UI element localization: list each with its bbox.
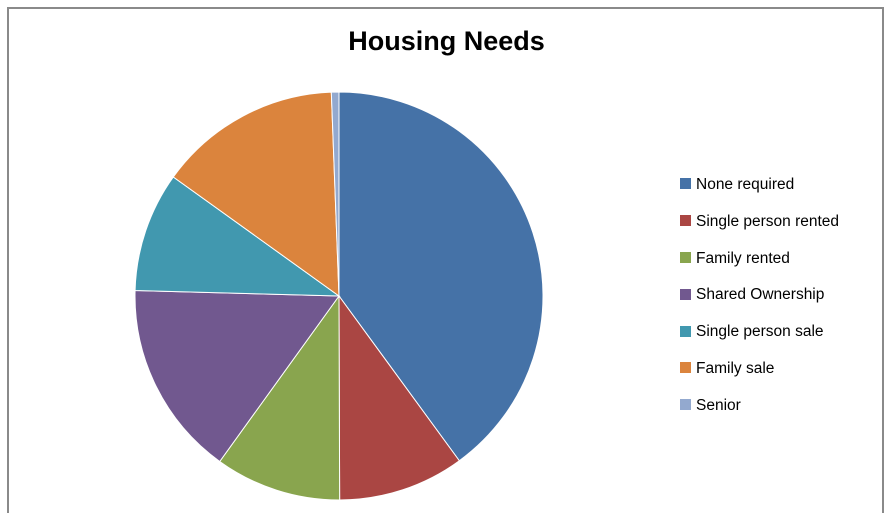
pie-slice-shared-ownership (134, 290, 340, 463)
legend-item: Family rented (680, 249, 839, 286)
legend-label: Family rented (696, 249, 790, 267)
legend-item: Single person rented (680, 212, 839, 249)
legend-item: None required (680, 175, 839, 212)
pie-slice-single-person-rented (338, 294, 461, 501)
legend-label: Family sale (696, 359, 775, 377)
pie-slice-family-sale (172, 91, 340, 298)
legend-label: None required (696, 176, 795, 193)
legend-swatch (680, 325, 691, 337)
pie-slice-none-required (338, 91, 544, 462)
pie-slice-family-rented (219, 294, 341, 501)
pie-slice-single-person-sale (134, 176, 341, 297)
legend-swatch (680, 215, 691, 227)
legend-label: Shared Ownership (696, 286, 825, 304)
legend-item: Family sale (680, 359, 839, 396)
legend-label: Single person sale (696, 323, 824, 341)
pie-slice-senior (330, 91, 340, 297)
legend-item: Shared Ownership (680, 285, 839, 322)
legend-item: Senior (680, 396, 839, 433)
legend-swatch (680, 362, 691, 374)
chart-legend: None required Single person rented Family … (680, 175, 839, 433)
legend-swatch (680, 252, 691, 263)
chart-title: Housing Needs (348, 26, 545, 56)
legend-swatch (680, 288, 691, 300)
legend-label: Senior (696, 396, 741, 414)
legend-swatch (680, 399, 691, 411)
legend-swatch (680, 178, 691, 190)
legend-label: Single person rented (696, 212, 840, 230)
legend-item: Single person sale (680, 322, 839, 359)
